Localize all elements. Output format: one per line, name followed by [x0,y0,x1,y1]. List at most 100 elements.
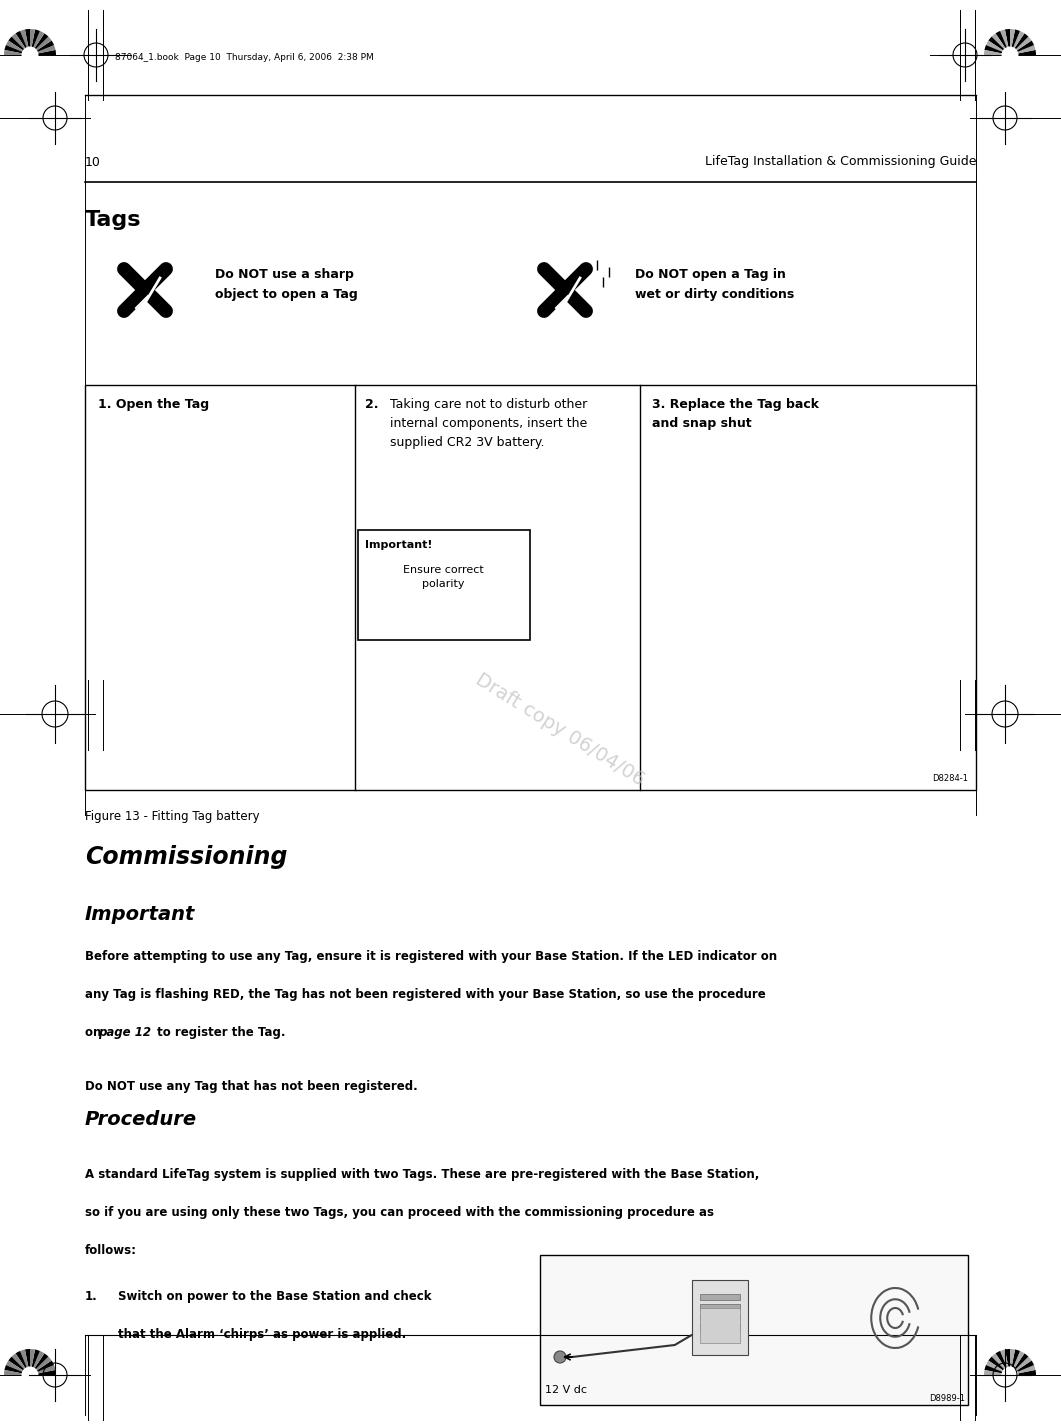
Text: 87064_1.book  Page 10  Thursday, April 6, 2006  2:38 PM: 87064_1.book Page 10 Thursday, April 6, … [115,53,373,61]
Wedge shape [1001,1349,1010,1375]
Text: A standard LifeTag system is supplied with two Tags. These are pre-registered wi: A standard LifeTag system is supplied wi… [85,1168,760,1181]
Text: Taking care not to disturb other
internal components, insert the
supplied CR2 3V: Taking care not to disturb other interna… [390,398,587,448]
Wedge shape [1010,37,1031,56]
Wedge shape [30,1351,45,1375]
Wedge shape [1005,1349,1010,1375]
Text: Figure 13 - Fitting Tag battery: Figure 13 - Fitting Tag battery [85,810,260,823]
Bar [358,530,530,640]
Wedge shape [4,46,30,56]
Wedge shape [30,1354,49,1375]
Wedge shape [1001,30,1010,56]
Wedge shape [24,29,30,56]
Wedge shape [1010,1349,1020,1375]
Text: Switch on power to the Base Station and check: Switch on power to the Base Station and … [118,1289,432,1302]
Text: LifeTag Installation & Commissioning Guide: LifeTag Installation & Commissioning Gui… [705,156,976,169]
Bar [700,1304,740,1309]
Wedge shape [1010,1351,1025,1375]
Bar [85,386,976,790]
Wedge shape [1010,50,1036,56]
Bar [700,1314,740,1319]
Text: so if you are using only these two Tags, you can proceed with the commissioning : so if you are using only these two Tags,… [85,1207,714,1220]
Wedge shape [20,1349,30,1375]
Wedge shape [6,40,30,56]
Wedge shape [30,1361,54,1375]
Text: 3. Replace the Tag back
and snap shut: 3. Replace the Tag back and snap shut [653,398,819,430]
Text: 1.: 1. [85,1289,98,1302]
Wedge shape [1010,30,1020,56]
Circle shape [22,47,38,63]
Wedge shape [985,46,1010,56]
Wedge shape [1010,1365,1036,1375]
Wedge shape [4,50,30,56]
Wedge shape [4,1369,30,1375]
Wedge shape [989,37,1010,56]
Text: to register the Tag.: to register the Tag. [153,1025,285,1040]
Wedge shape [30,46,55,56]
Wedge shape [30,40,54,56]
Wedge shape [992,1354,1010,1375]
Wedge shape [16,31,30,56]
Bar [540,1255,968,1405]
Wedge shape [985,1365,1010,1375]
Wedge shape [30,50,56,56]
Wedge shape [995,1351,1010,1375]
Wedge shape [30,29,35,56]
Bar [700,1324,740,1329]
Wedge shape [16,1351,30,1375]
Text: Tags: Tags [85,210,141,230]
Wedge shape [4,1365,30,1375]
Wedge shape [1010,1349,1015,1375]
Text: Do NOT open a Tag in
wet or dirty conditions: Do NOT open a Tag in wet or dirty condit… [634,268,795,301]
Wedge shape [1010,29,1015,56]
Wedge shape [1010,1357,1031,1375]
Wedge shape [12,33,30,56]
Wedge shape [30,1349,35,1375]
Bar [692,1279,748,1355]
Wedge shape [989,1357,1010,1375]
Text: page 12: page 12 [98,1025,151,1040]
Circle shape [1003,47,1017,63]
Text: Before attempting to use any Tag, ensure it is registered with your Base Station: Before attempting to use any Tag, ensure… [85,950,777,962]
Text: 1. Open the Tag: 1. Open the Tag [98,398,209,411]
Text: Do NOT use any Tag that has not been registered.: Do NOT use any Tag that has not been reg… [85,1080,418,1092]
Wedge shape [995,31,1010,56]
Text: Ensure correct
polarity: Ensure correct polarity [402,565,484,588]
Wedge shape [30,1365,55,1375]
Wedge shape [6,1361,30,1375]
Wedge shape [1010,33,1028,56]
Wedge shape [1010,1369,1036,1375]
Wedge shape [12,1354,30,1375]
Wedge shape [20,30,30,56]
Wedge shape [30,1349,40,1375]
Wedge shape [984,1369,1010,1375]
Wedge shape [24,1349,30,1375]
Wedge shape [30,37,52,56]
Circle shape [554,1351,566,1362]
Wedge shape [1010,31,1025,56]
Wedge shape [1010,1354,1028,1375]
Text: Procedure: Procedure [85,1110,197,1130]
Wedge shape [8,1357,30,1375]
Wedge shape [30,31,45,56]
Wedge shape [1010,1361,1034,1375]
Bar [700,1294,740,1299]
Wedge shape [30,1357,52,1375]
Text: D8989-1: D8989-1 [929,1394,966,1402]
Text: D8284-1: D8284-1 [932,774,968,783]
Text: any Tag is flashing RED, the Tag has not been registered with your Base Station,: any Tag is flashing RED, the Tag has not… [85,988,766,1001]
Text: Do NOT use a sharp
object to open a Tag: Do NOT use a sharp object to open a Tag [215,268,358,301]
Wedge shape [1010,46,1036,56]
Circle shape [1003,1367,1017,1382]
Circle shape [22,1367,38,1382]
Wedge shape [30,33,49,56]
Text: Draft copy 06/04/06: Draft copy 06/04/06 [472,670,648,790]
Wedge shape [30,30,40,56]
Text: follows:: follows: [85,1244,137,1257]
Wedge shape [986,1361,1010,1375]
Text: 10: 10 [85,156,101,169]
Bar [700,1308,740,1342]
Wedge shape [30,1369,56,1375]
Wedge shape [992,33,1010,56]
Text: Important!: Important! [365,540,433,550]
Text: 2.: 2. [365,398,379,411]
